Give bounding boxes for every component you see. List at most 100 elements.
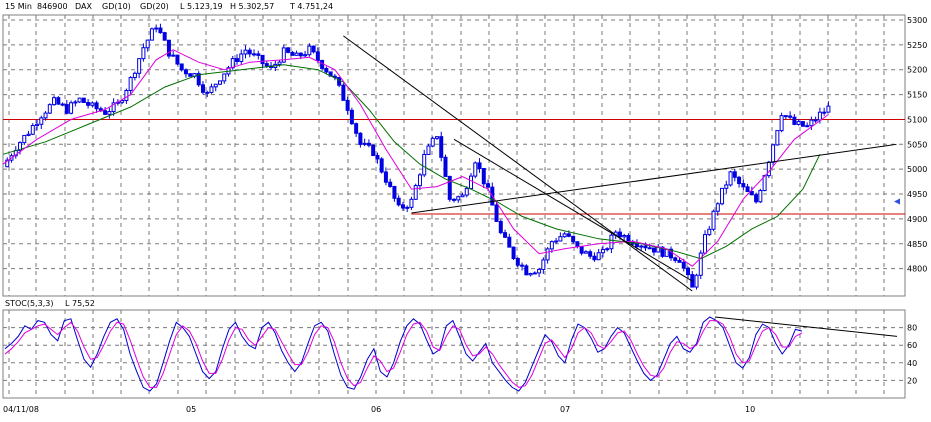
price-y-tick-label: 4900	[907, 215, 927, 224]
price-trendline	[411, 143, 897, 214]
candle-body	[447, 175, 452, 200]
candle-body	[507, 236, 512, 248]
price-panel-frame	[2, 14, 906, 297]
candle-body	[47, 104, 52, 114]
price-trendline	[453, 138, 693, 282]
stoch-y-tick-label: 60	[907, 341, 917, 350]
price-y-tick-label: 5300	[907, 16, 927, 25]
candle-body	[264, 63, 269, 67]
candle-body	[664, 248, 669, 257]
header-symbol: DAX	[75, 2, 92, 11]
header-interval: 15 Min	[5, 2, 32, 11]
candle-body	[720, 187, 725, 205]
stoch-trendline	[714, 316, 898, 337]
candle-body	[443, 156, 448, 177]
candle-body	[660, 246, 665, 257]
candle-body	[260, 54, 265, 65]
candle-body	[703, 234, 708, 254]
candle-body	[69, 102, 74, 114]
candle-body	[575, 241, 580, 247]
candle-body	[239, 53, 244, 63]
candle-body	[315, 51, 320, 62]
candle-body	[724, 184, 729, 189]
candle-body	[196, 73, 201, 86]
candle-body	[707, 228, 712, 236]
candle-body	[600, 249, 605, 254]
candle-body	[345, 99, 350, 111]
candle-body	[107, 111, 112, 115]
candle-body	[562, 233, 567, 238]
ma10-line	[2, 49, 829, 267]
candle-body	[571, 235, 576, 243]
candle-body	[64, 104, 69, 114]
candle-body	[145, 39, 150, 49]
candle-body	[396, 197, 401, 206]
candle-body	[754, 194, 759, 203]
price-layer	[2, 23, 905, 292]
candle-body	[732, 171, 737, 178]
x-tick-label: 10	[745, 405, 755, 414]
candle-body	[745, 186, 750, 193]
candle-body	[52, 97, 57, 106]
candle-body	[294, 52, 299, 56]
candle-body	[256, 53, 261, 56]
price-y-tick-label: 5050	[907, 140, 927, 149]
candle-body	[324, 67, 329, 73]
stoch-label: STOC(5,3,3)	[5, 299, 53, 308]
stoch-k-line	[4, 316, 803, 392]
stoch-layer	[4, 316, 898, 392]
ma20-line	[2, 64, 821, 260]
candle-body	[30, 125, 35, 135]
candle-body	[766, 161, 771, 177]
candle-body	[141, 47, 146, 60]
candle-body	[596, 252, 601, 261]
candle-body	[341, 84, 346, 101]
candle-body	[456, 196, 461, 201]
candle-body	[515, 257, 520, 266]
candle-body	[337, 76, 342, 86]
candle-body	[779, 115, 784, 132]
candle-body	[477, 162, 482, 169]
candle-body	[686, 267, 691, 276]
candle-body	[392, 185, 397, 199]
candle-body	[537, 268, 542, 274]
candle-body	[286, 47, 291, 53]
candle-body	[22, 134, 27, 144]
price-y-tick-label: 4800	[907, 265, 927, 274]
price-y-tick-label: 5250	[907, 41, 927, 50]
candle-body	[643, 245, 648, 249]
candle-body	[481, 167, 486, 185]
candle-body	[247, 49, 252, 55]
candle-body	[209, 86, 214, 93]
candle-body	[545, 248, 550, 261]
candle-body	[694, 274, 699, 288]
candle-body	[235, 58, 240, 63]
candle-body	[783, 115, 788, 118]
candle-body	[494, 204, 499, 222]
stoch-last: L 75,52	[65, 299, 95, 308]
stoch-y-tick-label: 40	[907, 359, 917, 368]
candle-body	[605, 248, 610, 251]
candle-body	[362, 142, 367, 145]
last-price-marker	[894, 198, 900, 205]
candle-body	[469, 175, 474, 190]
candle-body	[413, 185, 418, 200]
candle-body	[307, 45, 312, 56]
header-high: H 5.302,57	[230, 2, 274, 11]
candle-body	[409, 198, 414, 208]
candle-body	[634, 243, 639, 248]
price-y-tick-label: 4850	[907, 240, 927, 249]
candle-body	[103, 110, 108, 115]
stoch-y-tick-label: 80	[907, 324, 917, 333]
candle-body	[311, 45, 316, 53]
candle-body	[549, 241, 554, 250]
candle-body	[417, 174, 422, 187]
candle-body	[222, 73, 227, 82]
x-tick-label: 04/11/08	[3, 405, 39, 414]
candle-body	[588, 251, 593, 257]
candle-body	[43, 112, 48, 119]
candle-body	[677, 259, 682, 263]
candle-body	[371, 144, 376, 156]
price-y-tick-label: 5150	[907, 91, 927, 100]
candle-body	[128, 77, 133, 91]
